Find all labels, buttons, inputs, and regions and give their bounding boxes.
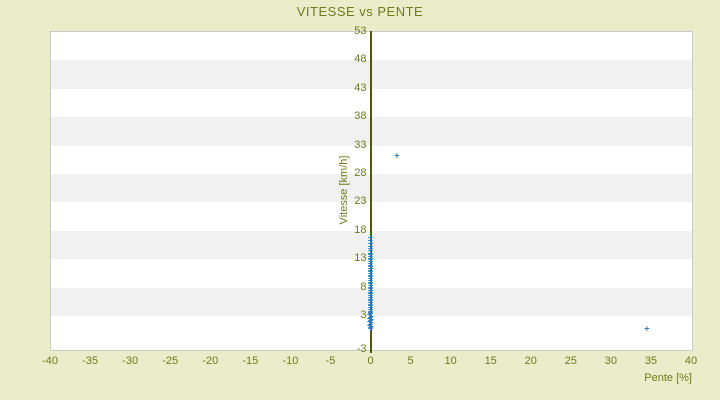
data-point: + — [368, 317, 374, 328]
data-point: + — [367, 307, 374, 318]
y-tick-label: 48 — [354, 53, 367, 66]
data-point: + — [367, 300, 374, 311]
data-point: + — [367, 304, 374, 315]
data-point: + — [367, 277, 374, 288]
x-tick-label: 20 — [524, 355, 537, 367]
data-point: + — [367, 297, 374, 308]
data-point: + — [367, 266, 374, 277]
x-tick-label: 40 — [684, 355, 698, 367]
data-point: + — [368, 314, 374, 325]
data-point: + — [367, 295, 374, 306]
x-tick-label: 10 — [444, 355, 457, 367]
x-tick-label: -5 — [325, 355, 336, 367]
plot-area — [50, 31, 693, 351]
y-tick-label: 8 — [360, 280, 367, 293]
y-tick-label: 13 — [354, 252, 367, 265]
data-point: + — [367, 253, 374, 264]
y-axis-line — [369, 31, 372, 353]
data-point: + — [367, 313, 373, 324]
x-axis-title: Pente [%] — [644, 372, 692, 384]
x-tick-label: -10 — [282, 355, 299, 367]
y-tick-label: 53 — [354, 25, 367, 37]
y-tick-label: 33 — [354, 138, 367, 151]
data-point: + — [367, 263, 374, 274]
data-point: + — [367, 322, 374, 333]
data-point: + — [367, 302, 374, 313]
data-point: + — [367, 287, 374, 298]
data-point: + — [367, 282, 374, 293]
y-tick-label: 18 — [354, 223, 367, 236]
data-point: + — [367, 292, 374, 303]
data-point: + — [367, 315, 374, 326]
grid-band — [51, 230, 692, 260]
data-point: + — [367, 306, 374, 317]
x-tick-label: -35 — [82, 355, 99, 367]
data-point: + — [368, 321, 374, 332]
data-point: + — [368, 311, 374, 322]
chart-title: VITESSE vs PENTE — [296, 4, 424, 19]
data-point: + — [367, 285, 374, 296]
x-tick-label: 15 — [484, 355, 497, 367]
grid-band — [51, 60, 692, 89]
data-point: + — [367, 275, 374, 286]
data-point: + — [367, 235, 374, 246]
data-point: + — [367, 268, 374, 279]
y-tick-label: 43 — [354, 81, 367, 94]
data-point: + — [367, 249, 374, 260]
data-point: + — [367, 319, 374, 330]
data-point: + — [367, 256, 374, 267]
data-point: + — [367, 232, 374, 243]
data-point: + — [367, 288, 374, 299]
x-tick-label: 0 — [367, 355, 374, 367]
data-point: + — [367, 251, 374, 262]
x-tick-label: -15 — [242, 355, 259, 367]
data-point: + — [367, 308, 374, 319]
data-point: + — [367, 261, 374, 272]
data-point: + — [367, 254, 374, 265]
data-point: + — [394, 150, 400, 161]
data-point: + — [367, 312, 374, 323]
data-point: + — [367, 271, 374, 282]
data-point: + — [367, 245, 374, 256]
data-point: + — [367, 270, 374, 281]
data-point: + — [367, 299, 374, 310]
data-point: + — [367, 273, 374, 284]
data-point: + — [644, 323, 650, 334]
grid-band — [51, 173, 692, 203]
x-tick-label: 5 — [407, 355, 414, 367]
y-tick-label: 23 — [354, 195, 367, 208]
data-point: + — [367, 280, 374, 291]
x-tick-label: 30 — [604, 355, 617, 367]
data-point: + — [367, 243, 374, 254]
y-tick-label: 38 — [354, 110, 367, 123]
data-point: + — [367, 238, 374, 249]
y-tick-label: 3 — [360, 308, 367, 321]
x-tick-label: -20 — [202, 355, 219, 367]
data-point: + — [367, 316, 373, 327]
data-point: + — [367, 294, 374, 305]
data-point: + — [367, 241, 374, 252]
x-tick-label: -30 — [122, 355, 139, 367]
y-axis-title: Vitesse [km/h] — [337, 155, 350, 225]
grid-band — [51, 117, 692, 146]
y-tick-label: -3 — [356, 343, 367, 355]
data-point: + — [367, 278, 374, 289]
data-point: + — [367, 260, 374, 271]
data-point: + — [367, 248, 374, 259]
x-tick-label: -40 — [42, 355, 58, 367]
grid-band — [51, 287, 692, 316]
data-point: + — [367, 265, 374, 276]
x-tick-label: -25 — [162, 355, 179, 367]
data-point: + — [367, 258, 374, 269]
data-point: + — [367, 283, 374, 294]
data-point: + — [367, 309, 373, 320]
x-tick-label: 35 — [644, 355, 658, 367]
data-point: + — [367, 290, 374, 301]
y-tick-label: 28 — [354, 166, 367, 179]
x-tick-label: 25 — [564, 355, 577, 367]
data-point: + — [367, 323, 374, 334]
data-point: + — [367, 320, 373, 331]
